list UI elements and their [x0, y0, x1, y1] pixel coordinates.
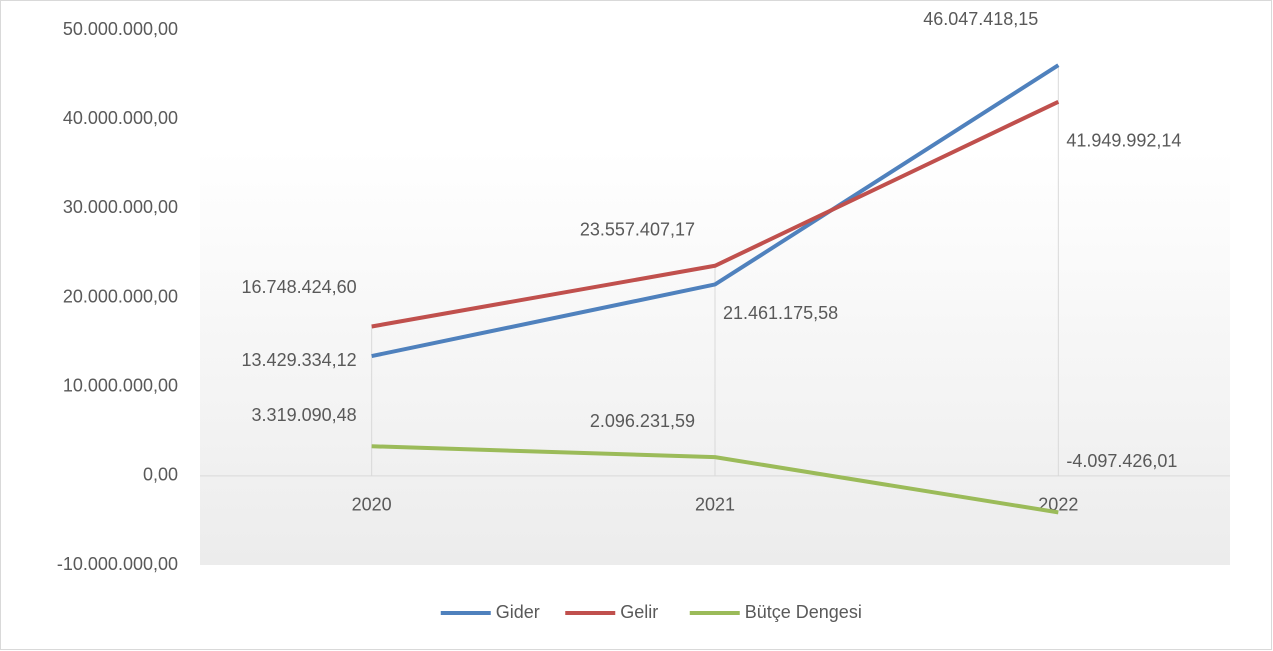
legend-label: Bütçe Dengesi	[745, 602, 862, 622]
data-label: 46.047.418,15	[923, 9, 1038, 29]
y-tick-label: 0,00	[143, 465, 178, 485]
x-tick-label: 2021	[695, 495, 735, 515]
series-line	[371, 63, 1060, 359]
data-label: 21.461.175,58	[723, 303, 838, 323]
y-tick-label: 10.000.000,00	[63, 375, 178, 395]
series-line	[371, 444, 1059, 515]
data-label: 16.748.424,60	[242, 277, 357, 297]
y-tick-label: 30.000.000,00	[63, 197, 178, 217]
data-label: 3.319.090,48	[252, 405, 357, 425]
y-tick-label: 50.000.000,00	[63, 19, 178, 39]
legend-label: Gelir	[620, 602, 658, 622]
data-label: 13.429.334,12	[242, 350, 357, 370]
data-label: -4.097.426,01	[1066, 451, 1177, 471]
legend-label: Gider	[496, 602, 540, 622]
y-tick-label: 20.000.000,00	[63, 286, 178, 306]
x-tick-label: 2020	[352, 495, 392, 515]
data-label: 41.949.992,14	[1066, 131, 1181, 151]
y-tick-label: -10.000.000,00	[57, 554, 178, 574]
y-tick-label: 40.000.000,00	[63, 108, 178, 128]
data-label: 23.557.407,17	[580, 220, 695, 240]
data-label: 2.096.231,59	[590, 411, 695, 431]
series-line	[371, 99, 1060, 329]
